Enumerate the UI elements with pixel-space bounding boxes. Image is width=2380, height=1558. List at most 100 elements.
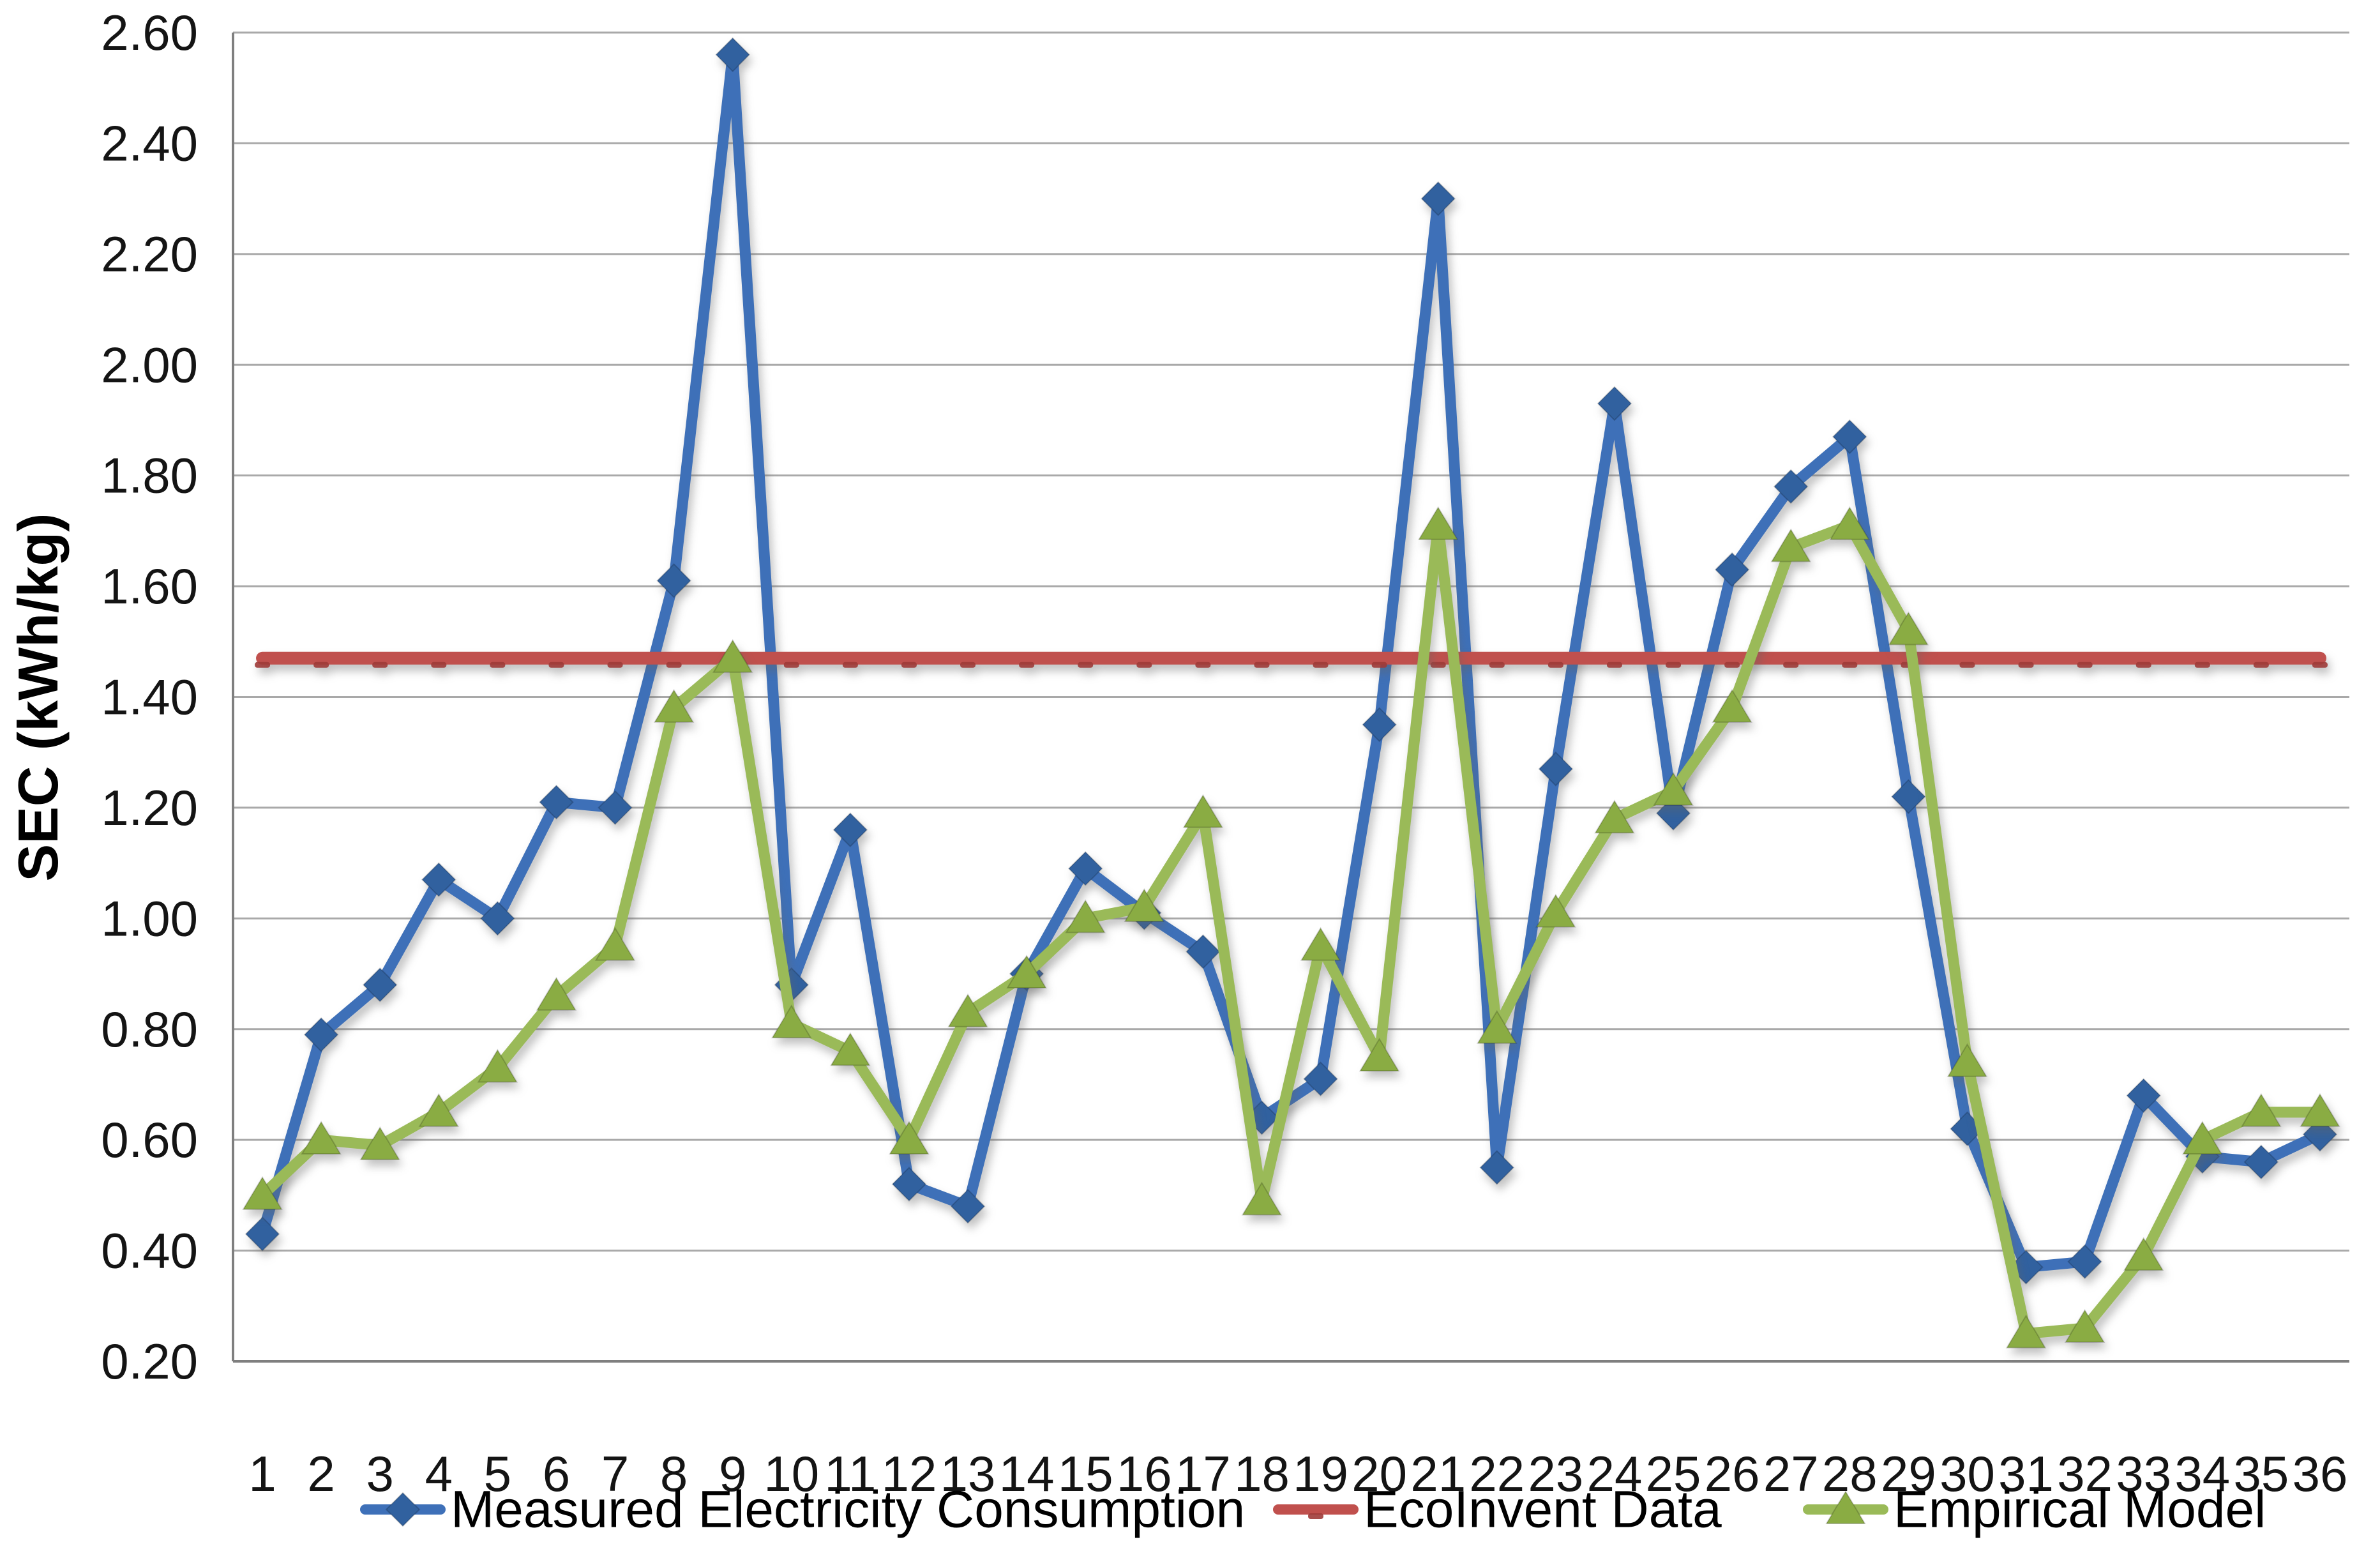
measured-electricity-consumption-marker-diamond	[950, 1188, 986, 1224]
measured-electricity-consumption-marker-diamond	[1538, 751, 1574, 787]
empirical-model-marker-triangle	[712, 639, 753, 673]
ecoinvent-data-marker-dash	[1371, 662, 1387, 668]
ecoinvent-data-marker-dash	[960, 662, 976, 668]
y-tick-label: 1.00	[101, 890, 198, 946]
empirical-model-marker-triangle	[1006, 955, 1047, 989]
y-tick-label: 0.80	[101, 1001, 198, 1057]
ecoinvent-data-marker-dash	[2135, 662, 2151, 668]
measured-electricity-consumption-marker-diamond	[1832, 419, 1867, 455]
empirical-model-marker-triangle	[1535, 893, 1576, 928]
y-tick-label: 1.80	[101, 448, 198, 504]
measured-electricity-consumption-marker-diamond	[539, 784, 574, 820]
empirical-model-marker-triangle	[536, 976, 577, 1011]
empirical-model-marker-triangle	[1770, 528, 1811, 563]
ecoinvent-data-marker-dash	[255, 662, 271, 668]
ecoinvent-data-marker-dash	[1548, 662, 1563, 668]
x-tick-label: 32	[2057, 1446, 2113, 1502]
measured-electricity-consumption-marker-diamond	[1597, 386, 1632, 421]
empirical-model-marker-triangle	[2064, 1309, 2105, 1343]
ecoinvent-data-marker-dash	[431, 662, 447, 668]
ecoinvent-data-marker-dash	[1254, 662, 1270, 668]
ecoinvent-data-marker-dash	[1783, 662, 1799, 668]
empirical-model-marker-triangle	[1829, 506, 1871, 540]
x-tick-label: 35	[2233, 1446, 2289, 1502]
x-tick-label: 23	[1528, 1446, 1583, 1502]
measured-electricity-consumption-marker-diamond	[1714, 552, 1750, 587]
ecoinvent-data-marker-dash	[2253, 662, 2269, 668]
ecoinvent-data-marker-dash	[666, 662, 682, 668]
x-tick-label: 11	[824, 1446, 876, 1502]
x-tick-label: 12	[882, 1446, 937, 1502]
measured-electricity-consumption-marker-diamond	[598, 790, 633, 826]
x-tick-label: 30	[1939, 1446, 1995, 1502]
ecoinvent-data-marker-dash	[1313, 662, 1329, 668]
ecoinvent-data-marker-dash	[1195, 662, 1211, 668]
empirical-model-marker-triangle	[477, 1048, 518, 1083]
x-tick-label: 36	[2293, 1446, 2348, 1502]
x-tick-label: 16	[1117, 1446, 1172, 1502]
x-tick-label: 25	[1646, 1446, 1701, 1502]
ecoinvent-data-marker-dash	[1959, 662, 1975, 668]
measured-electricity-consumption-marker-diamond	[1479, 1150, 1515, 1185]
legend-label-ecoinvent-data: EcoInvent Data	[1364, 1481, 1722, 1539]
empirical-model-marker-triangle	[1182, 794, 1224, 828]
measured-electricity-consumption-marker-diamond	[891, 1167, 927, 1202]
measured-electricity-consumption-marker-diamond	[1303, 1061, 1338, 1097]
empirical-model-marker-triangle	[1359, 1038, 1400, 1072]
x-tick-label: 8	[660, 1446, 688, 1502]
x-tick-label: 10	[764, 1446, 819, 1502]
y-tick-label: 0.20	[101, 1333, 198, 1389]
x-tick-label: 20	[1352, 1446, 1407, 1502]
y-tick-label: 2.60	[101, 4, 198, 61]
x-tick-label: 3	[366, 1446, 394, 1502]
measured-electricity-consumption-marker-diamond	[245, 1216, 280, 1252]
empirical-model-marker-triangle	[1712, 688, 1752, 723]
empirical-model-marker-triangle	[1947, 1043, 1988, 1077]
ecoinvent-data-marker-dash	[783, 662, 799, 668]
legend-label-measured-electricity-consumption: Measured Electricity Consumption	[451, 1481, 1245, 1539]
y-tick-label: 2.00	[101, 337, 198, 393]
measured-electricity-consumption-marker-diamond	[1362, 707, 1397, 743]
empirical-model-marker-triangle	[301, 1121, 342, 1155]
ecoinvent-data-marker-dash	[2018, 662, 2034, 668]
legend-ecoinvent-data-marker-dash	[1308, 1513, 1323, 1519]
series-empirical-model-line	[257, 520, 2326, 1340]
measured-electricity-consumption-marker-diamond	[2067, 1244, 2103, 1280]
ecoinvent-data-marker-dash	[1430, 662, 1446, 668]
empirical-model-marker-triangle	[889, 1121, 930, 1155]
x-tick-label: 24	[1587, 1446, 1643, 1502]
empirical-model-marker-triangle	[2182, 1121, 2223, 1155]
ecoinvent-data-marker-dash	[372, 662, 388, 668]
x-tick-label: 14	[999, 1446, 1055, 1502]
measured-electricity-consumption-marker-diamond	[479, 900, 515, 936]
ecoinvent-data-marker-dash	[1489, 662, 1505, 668]
y-axis-title: SEC (kWh/kg)	[6, 513, 70, 882]
empirical-model-marker-triangle	[830, 1032, 871, 1066]
ecoinvent-data-marker-dash	[901, 662, 917, 668]
y-tick-label: 0.60	[101, 1112, 198, 1168]
legend-item-ecoinvent-data: EcoInvent Data	[1273, 1481, 1722, 1539]
y-tick-labels: 0.20 0.40 0.60 0.80 1.00 1.20 1.40 1.60 1.80 2.00…	[101, 4, 198, 1389]
x-tick-label: 29	[1881, 1446, 1936, 1502]
ecoinvent-data-marker-dash	[607, 662, 623, 668]
empirical-model-marker-triangle	[1653, 771, 1694, 806]
axes	[232, 33, 2349, 1363]
legend-item-measured-electricity-consumption: Measured Electricity Consumption	[360, 1481, 1245, 1539]
ecoinvent-data-marker-dash	[2077, 662, 2093, 668]
empirical-model-marker-triangle	[947, 993, 988, 1027]
empirical-model-marker-triangle	[2123, 1237, 2164, 1271]
legend-measured-electricity-consumption-marker-diamond	[385, 1492, 421, 1527]
empirical-model-marker-triangle	[359, 1126, 400, 1160]
ecoinvent-data-marker-dash	[1136, 662, 1152, 668]
measured-electricity-consumption-marker-diamond	[656, 563, 692, 598]
empirical-model-marker-triangle	[1065, 899, 1106, 934]
empirical-model-marker-triangle	[1888, 611, 1929, 646]
x-tick-label: 28	[1822, 1446, 1878, 1502]
y-tick-label: 2.40	[101, 115, 198, 171]
empirical-model-marker-triangle	[1124, 888, 1165, 922]
x-tick-label: 13	[940, 1446, 996, 1502]
measured-electricity-consumption-marker-diamond	[2243, 1144, 2279, 1180]
measured-electricity-consumption-marker-diamond	[362, 967, 398, 1002]
ecoinvent-data-marker-dash	[1724, 662, 1740, 668]
